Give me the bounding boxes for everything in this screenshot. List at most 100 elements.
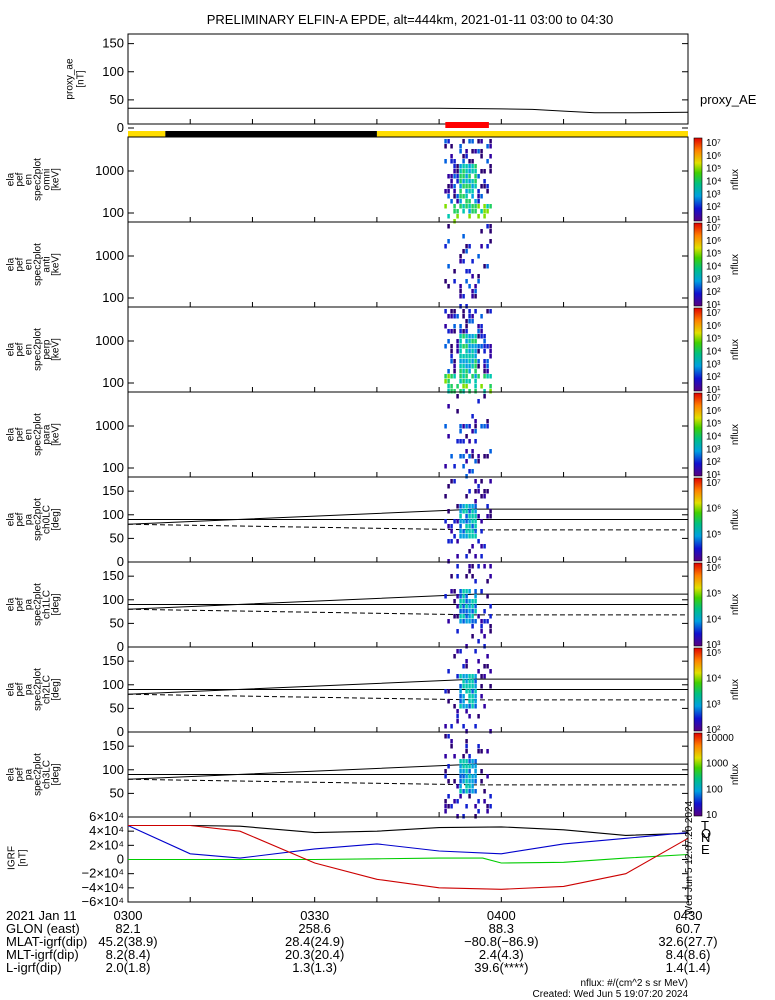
pa-pixel bbox=[462, 674, 465, 679]
spectrogram-pixel bbox=[489, 154, 492, 159]
y-tick-label: 100 bbox=[102, 592, 124, 607]
spectrogram-pixel bbox=[447, 174, 450, 179]
spectrogram-pixel bbox=[453, 279, 456, 284]
pa-pixel bbox=[459, 759, 462, 764]
spectrogram-pixel bbox=[462, 354, 465, 359]
spectrogram-pixel bbox=[447, 314, 450, 319]
pa-pixel bbox=[486, 619, 489, 624]
spectrogram-pixel bbox=[447, 224, 450, 229]
colorbar-label: nflux bbox=[730, 509, 741, 530]
pa-pixel bbox=[474, 599, 477, 604]
spectrogram-pixel bbox=[483, 349, 486, 354]
spectrogram-pixel bbox=[483, 214, 486, 219]
ylabel-line: ela bbox=[6, 257, 17, 271]
spectrogram-pixel bbox=[486, 224, 489, 229]
pa-pixel bbox=[462, 599, 465, 604]
pa-pixel bbox=[480, 769, 483, 774]
spectrogram-pixel bbox=[456, 194, 459, 199]
spectrogram-pixel bbox=[489, 144, 492, 149]
ephemeris-value: 0400 bbox=[487, 908, 516, 923]
spectrogram-pixel bbox=[465, 204, 468, 209]
pa-pixel bbox=[468, 774, 471, 779]
spectrogram-pixel bbox=[459, 369, 462, 374]
spectrogram-pixel bbox=[456, 209, 459, 214]
pa-data bbox=[444, 479, 492, 564]
spectrogram-pixel bbox=[462, 344, 465, 349]
spectrogram-pixel bbox=[459, 439, 462, 444]
spectrogram-pixel bbox=[468, 354, 471, 359]
pa-pixel bbox=[477, 799, 480, 804]
pa-pixel bbox=[468, 569, 471, 574]
colorbar-tick-label: 10⁴ bbox=[706, 177, 721, 188]
pa-pixel bbox=[447, 539, 450, 544]
spectrogram-pixel bbox=[477, 399, 480, 404]
ylabel-line: ela bbox=[6, 682, 17, 696]
spectrogram-pixel bbox=[450, 329, 453, 334]
ephemeris-value: 0330 bbox=[300, 908, 329, 923]
spectrogram-pixel bbox=[453, 374, 456, 379]
spectrogram-pixel bbox=[477, 149, 480, 154]
spectrogram-pixel bbox=[453, 189, 456, 194]
spectrogram-pixel bbox=[465, 339, 468, 344]
pa-pixel bbox=[465, 554, 468, 559]
spectrogram-pixel bbox=[480, 384, 483, 389]
pa-pixel bbox=[465, 529, 468, 534]
spectrogram-pixel bbox=[465, 379, 468, 384]
spectrogram-pixel bbox=[459, 424, 462, 429]
pa-pixel bbox=[465, 664, 468, 669]
spectrogram-pixel bbox=[447, 384, 450, 389]
spectrogram-pixel bbox=[471, 354, 474, 359]
spectrogram-pixel bbox=[483, 424, 486, 429]
ephemeris-value: 2.4(4.3) bbox=[479, 947, 524, 962]
pa-pixel bbox=[465, 744, 468, 749]
pa-pixel bbox=[459, 704, 462, 709]
pa-pixel bbox=[468, 759, 471, 764]
spectrogram-pixel bbox=[456, 214, 459, 219]
spectrogram-pixel bbox=[450, 314, 453, 319]
spectrogram-pixel bbox=[465, 154, 468, 159]
ylabel-line: pef bbox=[15, 427, 26, 441]
pa-pixel bbox=[489, 624, 492, 629]
spectrogram-pixel bbox=[486, 359, 489, 364]
pa-pixel bbox=[462, 594, 465, 599]
spectrogram-pixel bbox=[468, 269, 471, 274]
spectrogram-pixel bbox=[450, 159, 453, 164]
spectrogram-pixel bbox=[465, 449, 468, 454]
pa-pixel bbox=[456, 709, 459, 714]
y-tick-label: 0 bbox=[117, 554, 124, 569]
spectrogram-pixel bbox=[474, 384, 477, 389]
igrf-side-note: Wed Jun 5 12:07:20 2024 bbox=[684, 800, 695, 915]
spectrogram-pixel bbox=[474, 379, 477, 384]
pa-pixel bbox=[468, 699, 471, 704]
pa-pixel bbox=[474, 534, 477, 539]
ylabel-line: [keV] bbox=[51, 338, 62, 361]
pa-pixel bbox=[453, 519, 456, 524]
spectrogram-pixel bbox=[462, 234, 465, 239]
loss-cone-upper bbox=[127, 508, 688, 525]
spectrogram-pixel bbox=[483, 364, 486, 369]
spectrogram-pixel bbox=[468, 424, 471, 429]
colorbar-tick-label: 10³ bbox=[706, 189, 721, 200]
spectrogram-pixel bbox=[474, 209, 477, 214]
spectrogram-pixel bbox=[486, 204, 489, 209]
y-tick-label: 50 bbox=[110, 785, 124, 800]
igrf-legend-N: N bbox=[701, 830, 710, 845]
colorbar bbox=[693, 137, 703, 222]
spectrogram-pixel bbox=[468, 359, 471, 364]
spectrogram-pixel bbox=[489, 139, 492, 144]
spectrogram-pixel bbox=[453, 329, 456, 334]
y-tick-label: 0 bbox=[117, 724, 124, 739]
colorbar-tick-label: 10⁴ bbox=[706, 555, 721, 566]
pa-pixel bbox=[468, 784, 471, 789]
spectrogram-pixel bbox=[459, 339, 462, 344]
ylabel-line: pa bbox=[24, 514, 35, 526]
spectrogram-pixel bbox=[465, 194, 468, 199]
pa-pixel bbox=[447, 779, 450, 784]
y-tick-label: 2×10⁴ bbox=[89, 837, 124, 852]
colorbar-tick-label: 10³ bbox=[706, 359, 721, 370]
spectrogram-pixel bbox=[453, 314, 456, 319]
spectrogram-pixel bbox=[447, 379, 450, 384]
spectrogram-pixel bbox=[459, 289, 462, 294]
colorbar bbox=[693, 307, 703, 392]
